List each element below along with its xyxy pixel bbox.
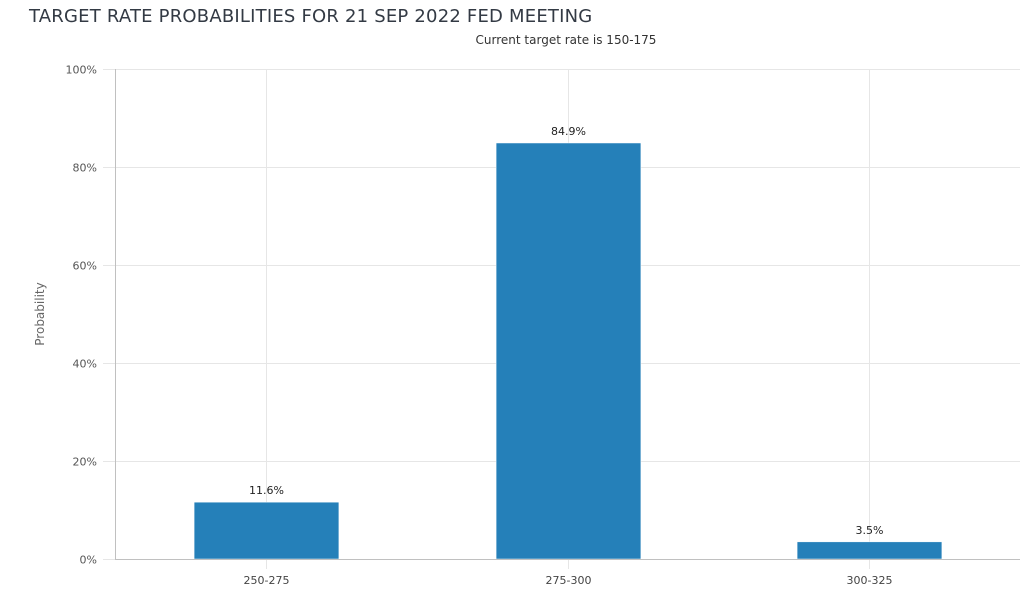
y-axis-ticks: 0% 20% 40% 60% 80% 100%: [66, 64, 97, 567]
y-axis-label: Probability: [33, 282, 47, 345]
x-tick-label: 275-300: [546, 574, 592, 587]
y-tick-label: 40%: [73, 358, 97, 371]
y-tick-label: 100%: [66, 64, 97, 77]
x-tick-label: 250-275: [244, 574, 290, 587]
y-tick-label: 20%: [73, 456, 97, 469]
bar-300-325[interactable]: [796, 541, 943, 560]
y-tick-label: 0%: [80, 554, 97, 567]
chart-subtitle: Current target rate is 150-175: [476, 33, 657, 47]
data-label: 3.5%: [856, 524, 884, 537]
x-tick-label: 300-325: [847, 574, 893, 587]
data-label: 84.9%: [551, 125, 586, 138]
bars: [193, 142, 943, 560]
data-labels: 11.6% 84.9% 3.5%: [249, 125, 883, 537]
y-tick-label: 60%: [73, 260, 97, 273]
y-tick-label: 80%: [73, 162, 97, 175]
data-label: 11.6%: [249, 484, 284, 497]
bar-275-300[interactable]: [495, 142, 642, 560]
bar-250-275[interactable]: [193, 501, 340, 560]
chart-title: TARGET RATE PROBABILITIES FOR 21 SEP 202…: [29, 6, 593, 27]
x-axis-ticks: 250-275 275-300 300-325: [244, 574, 893, 587]
